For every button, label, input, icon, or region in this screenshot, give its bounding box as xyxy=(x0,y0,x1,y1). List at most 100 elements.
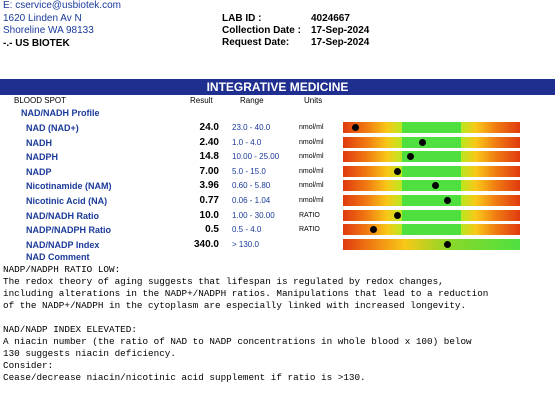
result-marker-dot xyxy=(406,153,414,161)
range-indicator-bar xyxy=(343,209,520,221)
request-date-label: Request Date: xyxy=(222,37,290,48)
specimen-column-header: BLOOD SPOT xyxy=(14,96,67,105)
test-name: NADP/NADPH Ratio xyxy=(26,225,112,236)
bar-left-segment xyxy=(343,165,402,177)
bar-right-segment xyxy=(461,136,520,148)
test-units: RATIO xyxy=(299,226,320,234)
reference-range: 5.0 - 15.0 xyxy=(232,166,266,176)
test-units: nmol/ml xyxy=(299,182,324,190)
test-result: 2.40 xyxy=(199,136,219,148)
collection-date-value: 17-Sep-2024 xyxy=(311,25,370,36)
comment-section-title: NAD Comment xyxy=(26,252,90,262)
lab-info-values: 4024667 17-Sep-2024 17-Sep-2024 xyxy=(311,13,369,49)
result-marker-dot xyxy=(369,226,377,234)
test-units: nmol/ml xyxy=(299,197,324,204)
address-line-1: 1620 Linden Av N xyxy=(3,12,82,24)
bar-mid-segment xyxy=(402,151,461,163)
test-result: 3.96 xyxy=(199,180,219,192)
range-indicator-bar xyxy=(343,180,520,192)
range-indicator-bar xyxy=(343,238,520,250)
comment-line: Consider: xyxy=(3,360,54,371)
result-row: NADH 2.40 1.0 - 4.0 nmol/ml xyxy=(0,136,555,150)
result-marker-dot xyxy=(443,240,451,248)
result-marker-dot xyxy=(443,197,451,204)
range-indicator-bar xyxy=(343,195,520,206)
bar-mid-segment xyxy=(402,195,461,206)
comment-line: of the NADP+/NADPH in the cytoplasm are … xyxy=(3,300,467,311)
bar-mid-segment xyxy=(402,209,461,221)
lab-id-label: LAB ID : xyxy=(222,13,262,24)
company-name: -.- US BIOTEK xyxy=(3,37,70,49)
test-name: NADP xyxy=(26,166,52,177)
test-units: nmol/ml xyxy=(299,124,324,131)
reference-range: 1.0 - 4.0 xyxy=(232,137,262,147)
result-row: NAD (NAD+) 24.0 23.0 - 40.0 nmol/ml xyxy=(0,121,555,135)
test-result: 0.5 xyxy=(205,224,219,236)
bar-mid-segment xyxy=(402,136,461,148)
reference-range: 0.60 - 5.80 xyxy=(232,181,271,191)
reference-range: > 130.0 xyxy=(232,239,259,249)
comment-line: The redox theory of aging suggests that … xyxy=(3,276,444,287)
range-indicator-bar xyxy=(343,151,520,163)
comment-line: NADP/NADPH RATIO LOW: xyxy=(3,264,121,275)
bar-right-segment xyxy=(461,209,520,221)
range-indicator-bar xyxy=(343,122,520,133)
contact-email[interactable]: E: cservice@usbiotek.com xyxy=(3,0,121,11)
comment-line: Cease/decrease niacin/nicotinic acid sup… xyxy=(3,372,366,383)
bar-mid-segment xyxy=(402,165,461,177)
units-column-header: Units xyxy=(304,96,323,105)
test-name: NAD (NAD+) xyxy=(26,123,79,133)
test-result: 14.8 xyxy=(199,151,219,163)
result-marker-dot xyxy=(394,211,402,219)
bar-left-segment xyxy=(343,195,402,206)
bar-left-segment xyxy=(343,136,402,148)
lab-id-value: 4024667 xyxy=(311,13,350,24)
range-indicator-bar xyxy=(343,136,520,148)
comment-line: including alterations in the NADP+/NADPH… xyxy=(3,288,489,299)
reference-range: 10.00 - 25.00 xyxy=(232,152,280,162)
bar-right-segment xyxy=(461,165,520,177)
result-row: NAD/NADP Index 340.0 > 130.0 xyxy=(0,238,555,252)
comment-line: NAD/NADP INDEX ELEVATED: xyxy=(3,324,137,335)
bar-right-segment xyxy=(461,224,520,236)
bar-left-segment xyxy=(343,122,402,133)
result-row: NADP/NADPH Ratio 0.5 0.5 - 4.0 RATIO xyxy=(0,223,555,237)
result-row: Nicotinic Acid (NA) 0.77 0.06 - 1.04 nmol/m… xyxy=(0,194,555,208)
comment-line: 130 suggests niacin deficiency. xyxy=(3,348,176,359)
result-column-header: Result xyxy=(190,96,213,105)
bar-left-segment xyxy=(343,151,402,163)
bar-gradient-segment xyxy=(343,238,520,250)
result-marker-dot xyxy=(351,124,359,131)
test-result: 340.0 xyxy=(193,238,219,250)
test-name: Nicotinic Acid (NA) xyxy=(26,196,108,206)
test-units: nmol/ml xyxy=(299,138,324,146)
test-name: NAD/NADH Ratio xyxy=(26,210,99,221)
comment-text-block: NADP/NADPH RATIO LOW: The redox theory of… xyxy=(3,264,488,384)
range-indicator-bar xyxy=(343,165,520,177)
test-result: 0.77 xyxy=(199,195,219,206)
bar-right-segment xyxy=(461,180,520,192)
bar-right-segment xyxy=(461,122,520,133)
request-date-value: 17-Sep-2024 xyxy=(311,37,370,48)
reference-range: 1.00 - 30.00 xyxy=(232,210,275,220)
test-units: nmol/ml xyxy=(299,167,324,175)
result-marker-dot xyxy=(419,138,427,146)
test-name: Nicotinamide (NAM) xyxy=(26,181,112,192)
collection-date-label: Collection Date : xyxy=(222,25,301,36)
reference-range: 23.0 - 40.0 xyxy=(232,123,271,132)
result-row: NADP 7.00 5.0 - 15.0 nmol/ml xyxy=(0,165,555,179)
bar-left-segment xyxy=(343,180,402,192)
comment-line: A niacin number (the ratio of NAD to NAD… xyxy=(3,336,472,347)
test-result: 7.00 xyxy=(199,165,219,177)
profile-section-title: NAD/NADH Profile xyxy=(21,108,100,118)
lab-address-block: E: cservice@usbiotek.com 1620 Linden Av … xyxy=(3,0,121,50)
range-indicator-bar xyxy=(343,224,520,236)
result-marker-dot xyxy=(394,167,402,175)
section-banner: INTEGRATIVE MEDICINE xyxy=(0,79,555,95)
result-marker-dot xyxy=(431,182,439,190)
test-units: nmol/ml xyxy=(299,153,324,161)
reference-range: 0.5 - 4.0 xyxy=(232,225,262,235)
test-name: NAD/NADP Index xyxy=(26,239,100,250)
lab-info-labels: LAB ID : Collection Date : Request Date: xyxy=(222,13,301,49)
bar-right-segment xyxy=(461,195,520,206)
